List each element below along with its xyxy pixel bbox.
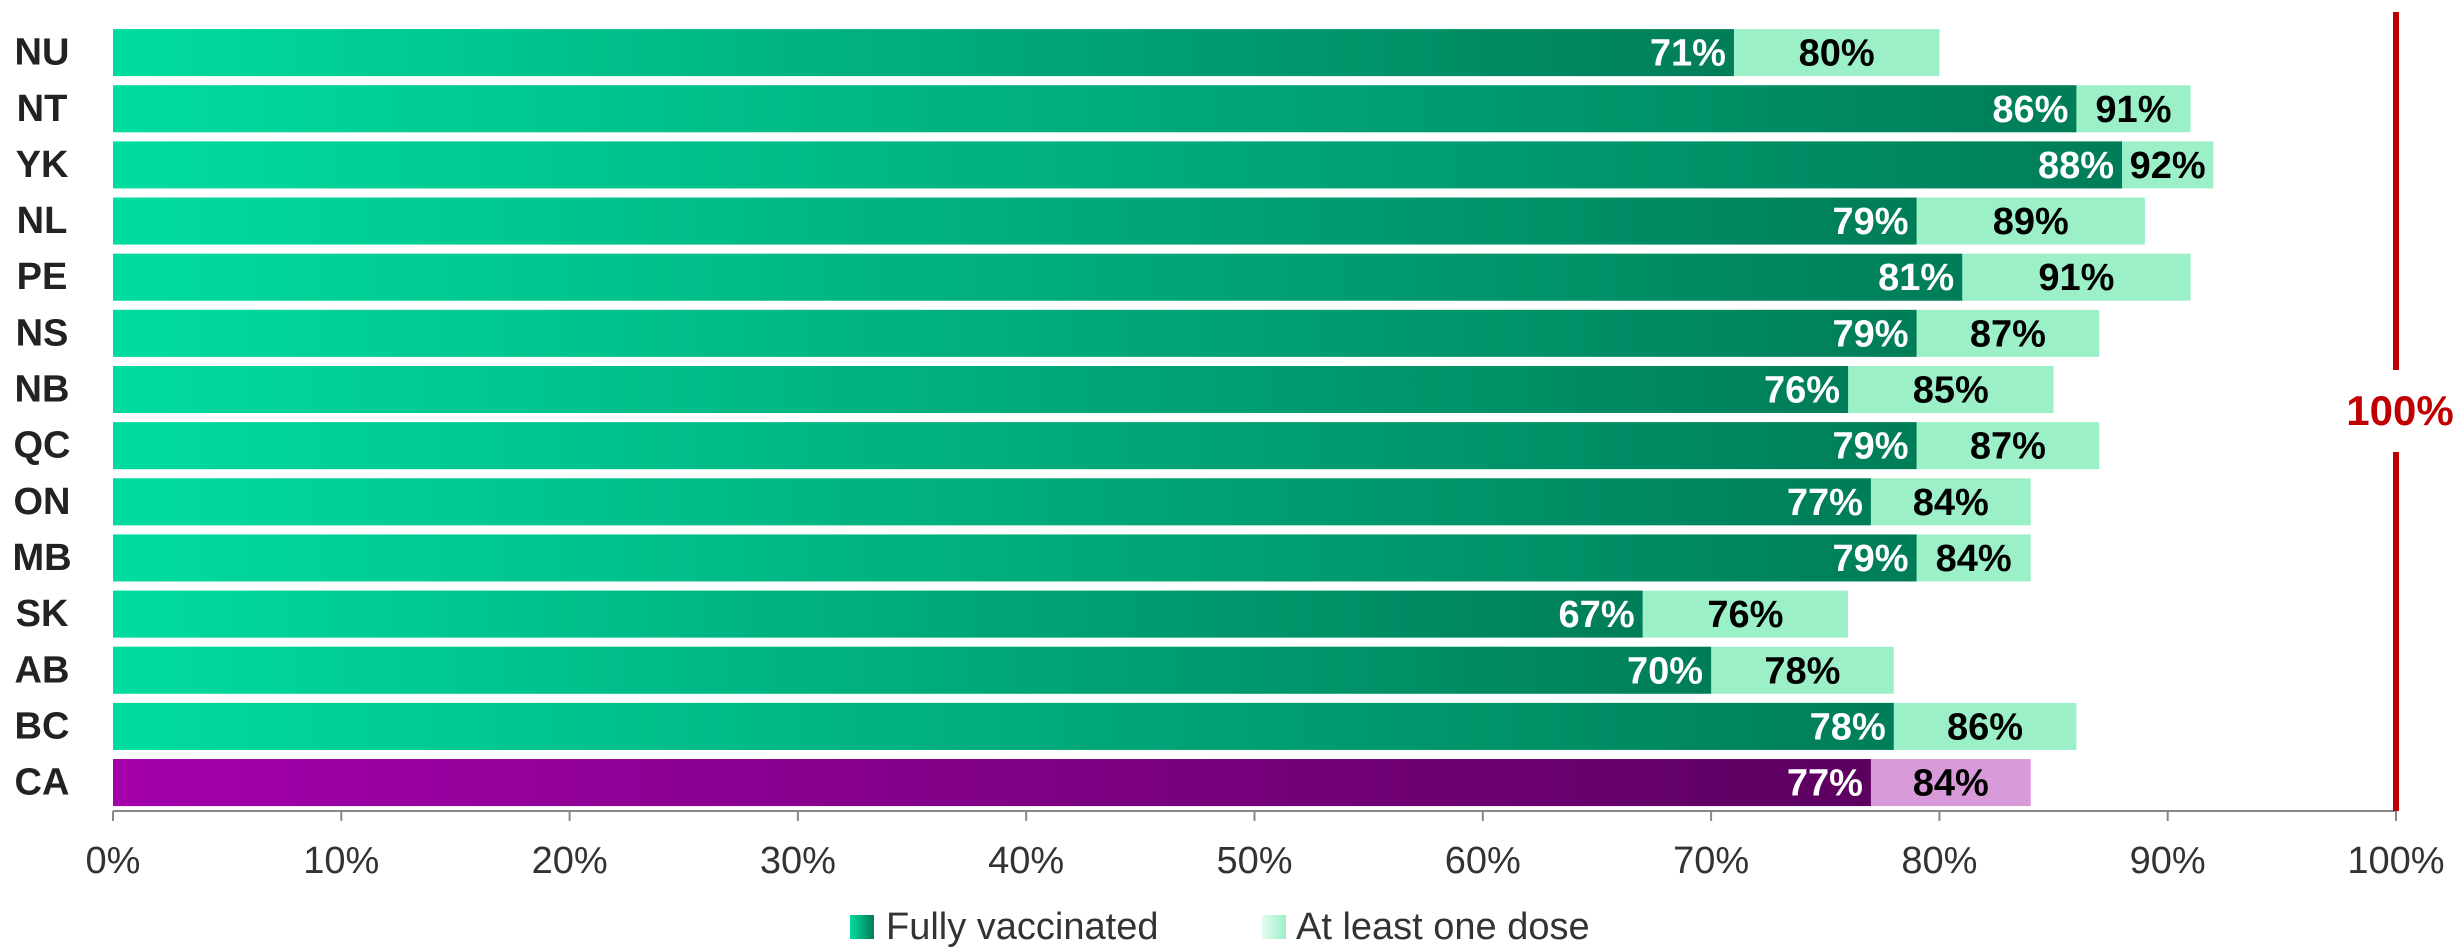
value-label: 77% xyxy=(1787,482,1863,524)
value-label: 84% xyxy=(1913,763,1989,805)
bar-fully xyxy=(113,646,1712,694)
value-label: 79% xyxy=(1833,201,1909,243)
category-label: ON xyxy=(14,481,71,523)
value-label: 85% xyxy=(1913,370,1989,412)
category-label: NS xyxy=(16,312,69,354)
value-label: 87% xyxy=(1970,313,2046,355)
bar-fully xyxy=(113,422,1917,470)
x-tick-label: 40% xyxy=(988,840,1064,882)
bar-fully xyxy=(113,309,1917,357)
bar-fully xyxy=(113,590,1643,638)
value-label: 78% xyxy=(1764,650,1840,692)
value-label: 79% xyxy=(1833,538,1909,580)
value-label: 76% xyxy=(1707,594,1783,636)
category-label: AB xyxy=(15,649,70,691)
reference-label: 100% xyxy=(2346,387,2453,434)
x-tick-label: 90% xyxy=(2130,840,2206,882)
bar-fully xyxy=(113,759,1871,807)
value-label: 88% xyxy=(2038,145,2114,187)
value-label: 91% xyxy=(2038,257,2114,299)
x-tick-label: 80% xyxy=(1901,840,1977,882)
value-label: 76% xyxy=(1764,370,1840,412)
category-label: MB xyxy=(12,537,71,579)
category-label: PE xyxy=(17,256,68,298)
category-label: YK xyxy=(16,144,69,186)
value-label: 78% xyxy=(1810,706,1886,748)
category-label: NL xyxy=(17,200,68,242)
bar-fully xyxy=(113,141,2123,189)
x-tick-label: 50% xyxy=(1216,840,1292,882)
category-label: BC xyxy=(15,705,70,747)
value-label: 77% xyxy=(1787,763,1863,805)
x-tick-label: 0% xyxy=(86,840,141,882)
bar-fully xyxy=(113,478,1871,526)
legend-label: Fully vaccinated xyxy=(886,906,1158,948)
category-label: NU xyxy=(15,32,70,74)
x-tick-label: 30% xyxy=(760,840,836,882)
bar-fully xyxy=(113,197,1917,245)
value-label: 92% xyxy=(2130,145,2206,187)
category-label: NB xyxy=(15,369,70,411)
x-tick-label: 100% xyxy=(2347,840,2444,882)
bar-fully xyxy=(113,534,1917,582)
x-tick-label: 70% xyxy=(1673,840,1749,882)
value-label: 86% xyxy=(1947,706,2023,748)
x-tick-label: 20% xyxy=(532,840,608,882)
bar-fully xyxy=(113,366,1849,413)
value-label: 79% xyxy=(1833,426,1909,468)
x-tick-label: 10% xyxy=(303,840,379,882)
bar-fully xyxy=(113,702,1894,750)
category-label: NT xyxy=(17,88,68,130)
value-label: 67% xyxy=(1559,594,1635,636)
value-label: 81% xyxy=(1878,257,1954,299)
value-label: 71% xyxy=(1650,33,1726,75)
category-label: CA xyxy=(15,762,70,804)
category-label: QC xyxy=(14,425,71,467)
bar-fully xyxy=(113,29,1734,77)
value-label: 86% xyxy=(1992,89,2068,131)
legend-swatch xyxy=(850,915,874,939)
value-label: 91% xyxy=(2095,89,2171,131)
x-tick-label: 60% xyxy=(1445,840,1521,882)
value-label: 84% xyxy=(1936,538,2012,580)
value-label: 89% xyxy=(1993,201,2069,243)
value-label: 87% xyxy=(1970,426,2046,468)
value-label: 70% xyxy=(1627,650,1703,692)
value-label: 80% xyxy=(1799,33,1875,75)
value-label: 79% xyxy=(1833,313,1909,355)
value-label: 84% xyxy=(1913,482,1989,524)
category-label: SK xyxy=(16,593,69,635)
bar-fully xyxy=(113,253,1963,301)
legend-swatch xyxy=(1262,915,1286,939)
bar-fully xyxy=(113,85,2077,133)
legend-label: At least one dose xyxy=(1296,906,1590,948)
